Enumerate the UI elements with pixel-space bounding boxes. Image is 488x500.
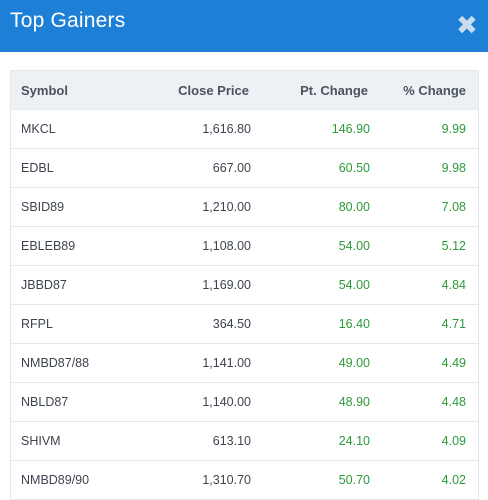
cell-symbol: EBLEB89 <box>11 226 136 266</box>
table-row[interactable]: RFPL 364.50 16.40 4.71 <box>11 304 478 344</box>
table-row[interactable]: EDBL 667.00 60.50 9.98 <box>11 148 478 188</box>
table-row[interactable]: NMBD89/90 1,310.70 50.70 4.02 <box>11 460 478 499</box>
cell-pt-change: 146.90 <box>251 109 370 149</box>
cell-close-price: 1,141.00 <box>136 343 251 383</box>
cell-close-price: 1,169.00 <box>136 265 251 305</box>
cell-pct-change: 4.48 <box>370 382 478 422</box>
gainers-table: Symbol Close Price Pt. Change % Change M… <box>11 71 478 499</box>
cell-pt-change: 49.00 <box>251 343 370 383</box>
cell-pct-change: 4.02 <box>370 460 478 499</box>
gainers-table-panel: Symbol Close Price Pt. Change % Change M… <box>10 70 479 500</box>
table-row[interactable]: NBLD87 1,140.00 48.90 4.48 <box>11 382 478 422</box>
cell-symbol: EDBL <box>11 148 136 188</box>
cell-pt-change: 54.00 <box>251 265 370 305</box>
cell-close-price: 1,310.70 <box>136 460 251 499</box>
cell-pct-change: 9.99 <box>370 109 478 149</box>
cell-pt-change: 60.50 <box>251 148 370 188</box>
column-header-close-price[interactable]: Close Price <box>136 71 251 110</box>
cell-pt-change: 16.40 <box>251 304 370 344</box>
cell-close-price: 667.00 <box>136 148 251 188</box>
cell-pct-change: 7.08 <box>370 187 478 227</box>
cell-pt-change: 48.90 <box>251 382 370 422</box>
cell-close-price: 1,140.00 <box>136 382 251 422</box>
table-row[interactable]: SHIVM 613.10 24.10 4.09 <box>11 421 478 461</box>
table-row[interactable]: EBLEB89 1,108.00 54.00 5.12 <box>11 226 478 266</box>
cell-pct-change: 4.71 <box>370 304 478 344</box>
close-icon[interactable]: ✖ <box>456 10 478 40</box>
table-header-row: Symbol Close Price Pt. Change % Change <box>11 71 478 110</box>
cell-pct-change: 4.09 <box>370 421 478 461</box>
table-row[interactable]: NMBD87/88 1,141.00 49.00 4.49 <box>11 343 478 383</box>
cell-symbol: NMBD89/90 <box>11 460 136 499</box>
cell-symbol: NMBD87/88 <box>11 343 136 383</box>
cell-close-price: 1,210.00 <box>136 187 251 227</box>
modal-title: Top Gainers <box>10 9 126 32</box>
cell-symbol: RFPL <box>11 304 136 344</box>
cell-symbol: JBBD87 <box>11 265 136 305</box>
column-header-pt-change[interactable]: Pt. Change <box>251 71 370 110</box>
modal-header: Top Gainers ✖ <box>0 0 488 52</box>
cell-pt-change: 80.00 <box>251 187 370 227</box>
table-row[interactable]: MKCL 1,616.80 146.90 9.99 <box>11 109 478 149</box>
cell-pct-change: 5.12 <box>370 226 478 266</box>
table-row[interactable]: SBID89 1,210.00 80.00 7.08 <box>11 187 478 227</box>
cell-symbol: MKCL <box>11 109 136 149</box>
cell-pct-change: 4.84 <box>370 265 478 305</box>
cell-pt-change: 54.00 <box>251 226 370 266</box>
column-header-symbol[interactable]: Symbol <box>11 71 136 110</box>
cell-close-price: 1,616.80 <box>136 109 251 149</box>
column-header-pct-change[interactable]: % Change <box>370 71 478 110</box>
cell-close-price: 1,108.00 <box>136 226 251 266</box>
cell-close-price: 364.50 <box>136 304 251 344</box>
cell-pt-change: 24.10 <box>251 421 370 461</box>
cell-symbol: SBID89 <box>11 187 136 227</box>
cell-close-price: 613.10 <box>136 421 251 461</box>
cell-pct-change: 4.49 <box>370 343 478 383</box>
cell-pt-change: 50.70 <box>251 460 370 499</box>
cell-symbol: NBLD87 <box>11 382 136 422</box>
cell-pct-change: 9.98 <box>370 148 478 188</box>
cell-symbol: SHIVM <box>11 421 136 461</box>
table-row[interactable]: JBBD87 1,169.00 54.00 4.84 <box>11 265 478 305</box>
